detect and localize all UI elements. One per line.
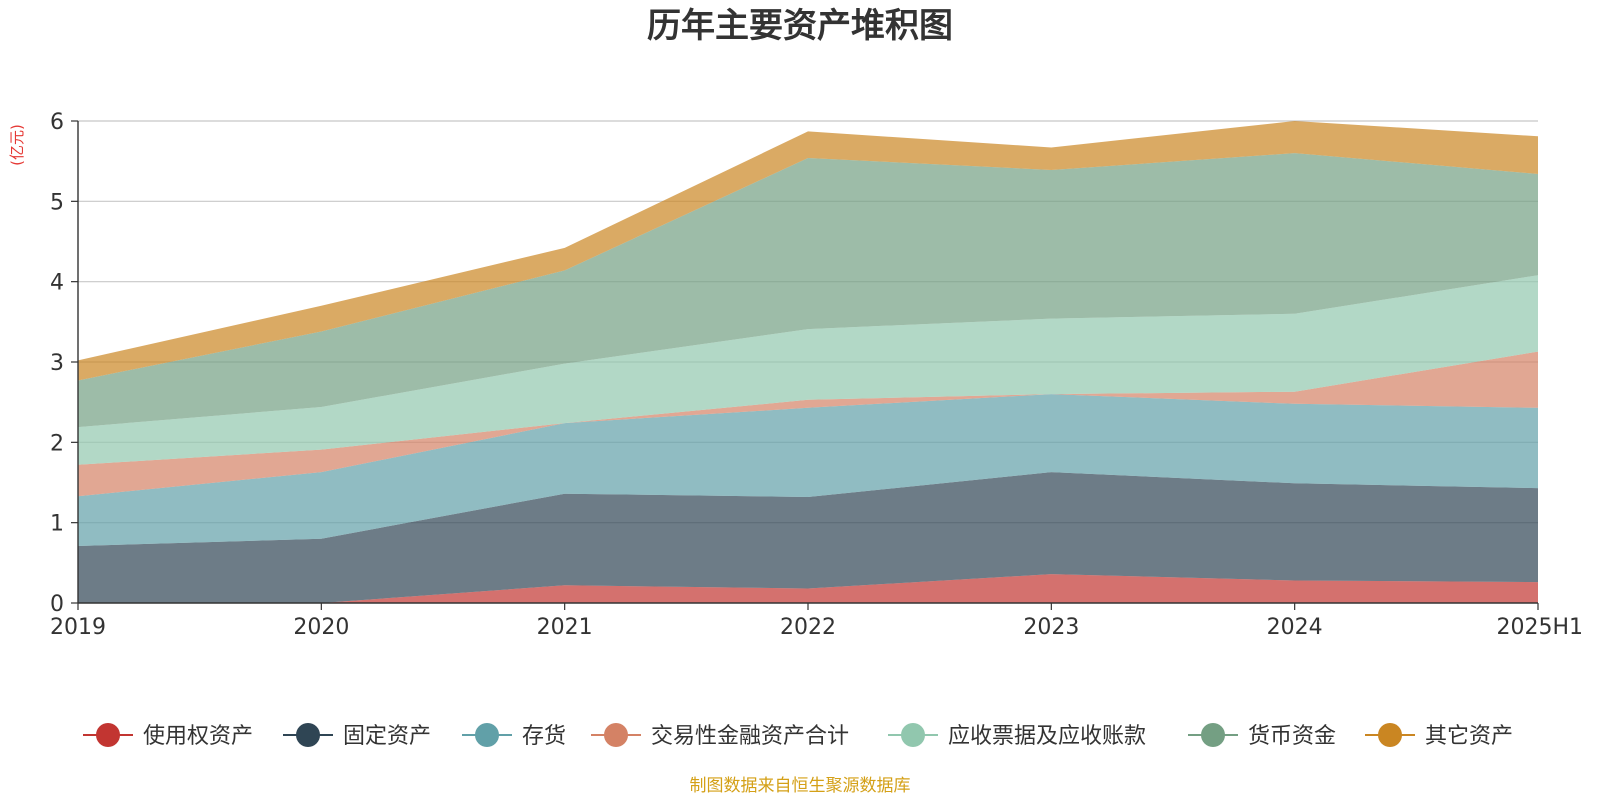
legend-label: 货币资金: [1248, 724, 1336, 749]
area-series-6: [78, 121, 1538, 381]
legend-circle-icon: [1378, 723, 1402, 747]
legend-item-2[interactable]: 存货: [462, 723, 566, 749]
area-series-1: [78, 472, 1538, 603]
area-series-2: [78, 394, 1538, 546]
legend-label: 存货: [522, 724, 566, 749]
y-axis-unit-label: (亿元): [8, 124, 26, 166]
legend-label: 固定资产: [343, 724, 431, 749]
y-tick-label: 5: [50, 190, 64, 215]
legend-label: 其它资产: [1425, 724, 1513, 749]
legend-item-5[interactable]: 货币资金: [1188, 723, 1336, 749]
x-tick-label: 2024: [1267, 615, 1323, 640]
legend-circle-icon: [96, 723, 120, 747]
legend[interactable]: 使用权资产 固定资产 存货 交易性金融资产合计 应收票据及应收账款 货币资金 其它资产: [83, 723, 1513, 749]
y-tick-label: 4: [50, 271, 64, 296]
legend-item-1[interactable]: 固定资产: [283, 723, 431, 749]
area-series-0: [78, 574, 1538, 603]
x-tick-label: 2025H1: [1496, 615, 1583, 640]
legend-item-4[interactable]: 应收票据及应收账款: [888, 723, 1146, 749]
legend-item-0[interactable]: 使用权资产: [83, 723, 253, 749]
area-series: [78, 121, 1538, 603]
x-tick-label: 2020: [293, 615, 349, 640]
area-series-4: [78, 275, 1538, 465]
legend-circle-icon: [1201, 723, 1225, 747]
x-tick-label: 2023: [1023, 615, 1079, 640]
x-tick-label: 2019: [50, 615, 106, 640]
legend-label: 应收票据及应收账款: [948, 724, 1146, 749]
legend-label: 使用权资产: [143, 724, 253, 749]
x-tick-label: 2022: [780, 615, 836, 640]
y-tick-label: 3: [50, 351, 64, 376]
chart-title: 历年主要资产堆积图: [647, 6, 953, 46]
y-tick-label: 6: [50, 110, 64, 135]
legend-circle-icon: [901, 723, 925, 747]
y-tick-label: 0: [50, 592, 64, 617]
legend-circle-icon: [604, 723, 628, 747]
legend-item-3[interactable]: 交易性金融资产合计: [591, 723, 849, 749]
x-tick-label: 2021: [537, 615, 593, 640]
legend-circle-icon: [296, 723, 320, 747]
data-source-note: 制图数据来自恒生聚源数据库: [690, 776, 911, 796]
legend-circle-icon: [475, 723, 499, 747]
axes: 0 1 2 3 4 5 6 2019 2020 2021 2022 2023 2024 2025H1: [50, 110, 1583, 640]
legend-item-6[interactable]: 其它资产: [1365, 723, 1513, 749]
y-tick-label: 1: [50, 512, 64, 537]
y-tick-label: 2: [50, 431, 64, 456]
legend-label: 交易性金融资产合计: [651, 724, 849, 749]
area-series-5: [78, 153, 1538, 428]
